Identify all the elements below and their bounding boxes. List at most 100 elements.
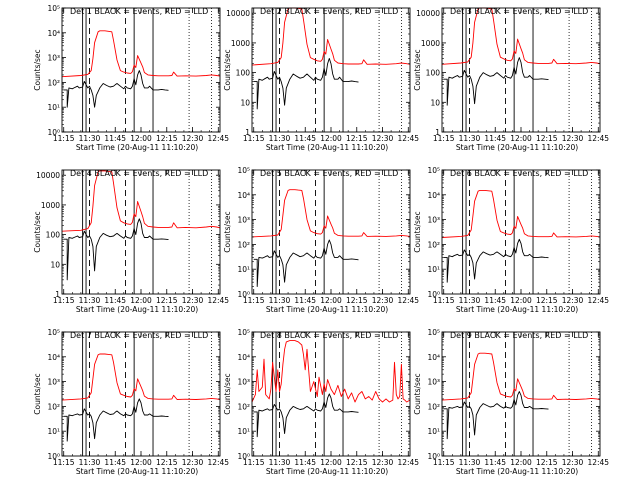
x-tick-label: 11:45 bbox=[484, 458, 506, 467]
x-tick-label: 11:15 bbox=[53, 296, 75, 305]
series-line-events bbox=[443, 391, 549, 440]
panel-title: Det 7 BLACK = Events, RED = LLD bbox=[70, 331, 208, 340]
series-line-lld bbox=[441, 189, 601, 238]
x-tick-label: 12:30 bbox=[562, 296, 584, 305]
y-tick-label: 10³ bbox=[237, 378, 250, 387]
x-tick-label: 12:00 bbox=[320, 296, 342, 305]
y-tick-label: 100 bbox=[426, 69, 441, 78]
y-tick-label: 1000 bbox=[421, 39, 440, 48]
x-tick-label: 12:15 bbox=[536, 134, 558, 143]
x-axis-title: Start Time (20-Aug-11 11:10:20) bbox=[456, 467, 578, 476]
panel-title: Det 5 BLACK = Events, RED = LLD bbox=[260, 169, 398, 178]
y-tick-label: 10³ bbox=[47, 54, 60, 63]
detector-panel: 10⁰ 10¹ 10² 10³ 10⁴ 10⁵ 11:15 11:30 11:45 12:00 12… bbox=[413, 328, 609, 476]
x-tick-label: 11:15 bbox=[433, 134, 455, 143]
detector-panel: 10⁰ 10¹ 10² 10³ 10⁴ 10⁵ 11:15 11:30 11:45 12:00 12… bbox=[33, 328, 229, 476]
y-tick-label: 10000 bbox=[226, 9, 250, 18]
y-tick-label: 10⁰ bbox=[237, 290, 250, 299]
y-tick-label: 1000 bbox=[231, 39, 250, 48]
y-tick-label: 10¹ bbox=[427, 427, 440, 436]
y-axis-title: Counts/sec bbox=[413, 49, 422, 90]
x-tick-label: 12:15 bbox=[156, 458, 178, 467]
y-tick-label: 10³ bbox=[47, 378, 60, 387]
y-tick-label: 10⁰ bbox=[427, 290, 440, 299]
y-tick-label: 10⁰ bbox=[427, 452, 440, 461]
y-tick-label: 10⁵ bbox=[427, 166, 440, 175]
x-tick-label: 11:30 bbox=[269, 296, 291, 305]
y-tick-label: 10³ bbox=[427, 378, 440, 387]
x-tick-label: 11:45 bbox=[294, 458, 316, 467]
x-axis-title: Start Time (20-Aug-11 11:10:20) bbox=[266, 305, 388, 314]
x-tick-label: 12:30 bbox=[562, 134, 584, 143]
x-tick-label: 11:45 bbox=[484, 134, 506, 143]
x-tick-label: 11:15 bbox=[53, 134, 75, 143]
detector-panel: 10⁰ 10¹ 10² 10³ 10⁴ 10⁵ 11:15 11:30 11:45 12:00 12… bbox=[413, 166, 609, 314]
x-tick-label: 11:30 bbox=[459, 458, 481, 467]
x-tick-label: 12:15 bbox=[346, 134, 368, 143]
x-tick-label: 12:45 bbox=[587, 134, 609, 143]
x-axis-title: Start Time (20-Aug-11 11:10:20) bbox=[76, 467, 198, 476]
y-axis-title: Counts/sec bbox=[223, 49, 232, 90]
y-tick-label: 1 bbox=[55, 290, 60, 299]
x-tick-label: 12:00 bbox=[320, 458, 342, 467]
series-line-events bbox=[63, 398, 169, 442]
y-tick-label: 10⁰ bbox=[47, 128, 60, 137]
detector-panel: 1 10 100 1000 10000 11:15 11:30 11:45 12:00 12:15… bbox=[413, 7, 609, 152]
y-tick-label: 10¹ bbox=[47, 103, 60, 112]
x-tick-label: 12:45 bbox=[587, 296, 609, 305]
x-tick-label: 11:30 bbox=[269, 134, 291, 143]
series-line-events bbox=[63, 70, 169, 108]
x-tick-label: 12:15 bbox=[536, 296, 558, 305]
y-axis-title: Counts/sec bbox=[33, 49, 42, 90]
y-tick-label: 10² bbox=[47, 78, 60, 87]
y-tick-label: 10 bbox=[50, 260, 60, 269]
y-tick-label: 10⁵ bbox=[237, 166, 250, 175]
y-tick-label: 10⁴ bbox=[47, 353, 60, 362]
y-tick-label: 1000 bbox=[41, 201, 60, 210]
x-tick-label: 12:00 bbox=[510, 458, 532, 467]
x-tick-label: 12:15 bbox=[156, 134, 178, 143]
series-line-events bbox=[443, 57, 549, 106]
y-tick-label: 10000 bbox=[416, 9, 440, 18]
y-tick-label: 10⁵ bbox=[237, 328, 250, 337]
y-tick-label: 10 bbox=[240, 98, 250, 107]
series-line-lld bbox=[441, 352, 601, 401]
x-tick-label: 12:15 bbox=[536, 458, 558, 467]
x-tick-label: 12:45 bbox=[397, 296, 419, 305]
x-tick-label: 11:30 bbox=[459, 134, 481, 143]
panel-title: Det 8 BLACK = Events, RED = LLD bbox=[260, 331, 398, 340]
detector-panel: 1 10 100 1000 10000 11:15 11:30 11:45 12:00 12:15… bbox=[33, 169, 229, 314]
x-tick-label: 12:15 bbox=[346, 458, 368, 467]
y-tick-label: 10² bbox=[237, 402, 250, 411]
series-line-events bbox=[63, 218, 169, 281]
y-axis-title: Counts/sec bbox=[33, 373, 42, 414]
panel-title: Det 2 BLACK = Events, RED = LLD bbox=[260, 7, 398, 16]
y-axis-title: Counts/sec bbox=[33, 211, 42, 252]
y-tick-label: 10000 bbox=[36, 171, 60, 180]
x-tick-label: 12:00 bbox=[130, 296, 152, 305]
detector-panel: 1 10 100 1000 10000 11:15 11:30 11:45 12:00 12:15… bbox=[223, 7, 419, 152]
x-tick-label: 12:30 bbox=[372, 458, 394, 467]
x-axis-title: Start Time (20-Aug-11 11:10:20) bbox=[456, 305, 578, 314]
y-axis-title: Counts/sec bbox=[413, 211, 422, 252]
x-tick-label: 12:30 bbox=[372, 296, 394, 305]
panel-title: Det 3 BLACK = Events, RED = LLD bbox=[450, 7, 588, 16]
panel-title: Det 6 BLACK = Events, RED = LLD bbox=[450, 169, 588, 178]
series-line-lld bbox=[441, 7, 601, 65]
x-tick-label: 11:15 bbox=[433, 296, 455, 305]
x-axis-title: Start Time (20-Aug-11 11:10:20) bbox=[266, 467, 388, 476]
y-axis-title: Counts/sec bbox=[413, 373, 422, 414]
x-tick-label: 12:15 bbox=[156, 296, 178, 305]
detector-panel: 10⁰ 10¹ 10² 10³ 10⁴ 10⁵ 11:15 11:30 11:45 12:00 12… bbox=[223, 166, 419, 314]
x-tick-label: 12:00 bbox=[130, 458, 152, 467]
detector-panel: 10⁰ 10¹ 10² 10³ 10⁴ 10⁵ 11:15 11:30 11:45 12:00 12… bbox=[223, 328, 419, 476]
y-tick-label: 10¹ bbox=[237, 427, 250, 436]
detector-panel: 10⁰ 10¹ 10² 10³ 10⁴ 10⁵ 11:15 11:30 11:45 12:00 12… bbox=[33, 4, 229, 152]
y-tick-label: 10⁰ bbox=[47, 452, 60, 461]
x-tick-label: 11:30 bbox=[269, 458, 291, 467]
series-line-events bbox=[253, 239, 359, 287]
x-tick-label: 11:15 bbox=[243, 134, 265, 143]
series-line-lld bbox=[61, 170, 221, 232]
y-axis-title: Counts/sec bbox=[223, 373, 232, 414]
